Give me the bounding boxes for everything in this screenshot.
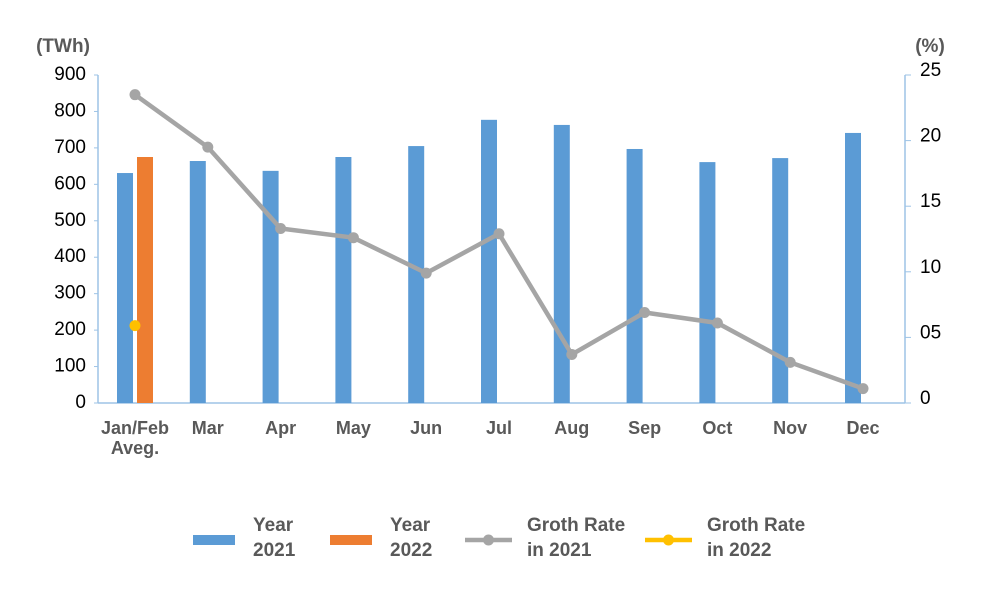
- x-tick-label: May: [335, 418, 371, 438]
- x-tick-label: Mar: [191, 418, 224, 438]
- line-marker: [129, 89, 141, 101]
- legend-swatch: [663, 534, 674, 546]
- line-marker: [711, 317, 723, 329]
- legend-label: Year 2022: [390, 515, 433, 561]
- line-marker: [347, 232, 359, 244]
- y2-tick-label: 10: [920, 257, 941, 278]
- y-tick-label: 700: [54, 137, 86, 158]
- bar: [626, 148, 643, 403]
- bar: [408, 146, 425, 404]
- y2-tick-label: 0: [920, 388, 931, 409]
- line-marker: [275, 223, 287, 235]
- x-tick-label: Oct: [702, 418, 733, 438]
- line: [133, 92, 864, 391]
- x-tick-label: Nov: [773, 418, 808, 438]
- line-marker: [784, 356, 796, 368]
- bar: [772, 158, 789, 403]
- y-axis-title: (TWh): [36, 36, 90, 57]
- y-tick-label: 500: [54, 210, 86, 231]
- x-tick-label: Jun: [410, 418, 443, 438]
- y2-axis-title: (%): [915, 36, 945, 57]
- x-tick-label: Aug: [554, 418, 590, 438]
- bar: [699, 162, 716, 403]
- y-tick-label: 200: [54, 319, 86, 340]
- bar: [845, 132, 861, 404]
- bar: [553, 124, 570, 403]
- bar: [335, 157, 352, 403]
- legend-swatch: [330, 535, 372, 545]
- legend-swatch: [483, 534, 494, 546]
- y-tick-label: 400: [54, 246, 86, 267]
- y-tick-label: 900: [54, 64, 86, 85]
- x-tick-label: Dec: [846, 418, 880, 438]
- x-tick-label: Jan/Feb Aveg.: [100, 418, 170, 458]
- bar: [481, 119, 497, 404]
- bar: [137, 157, 153, 403]
- x-tick-label: Apr: [265, 418, 297, 438]
- x-tick-label: Jul: [485, 418, 512, 438]
- y-tick-label: 300: [54, 283, 86, 304]
- y2-tick-label: 25: [920, 60, 941, 81]
- line-marker: [639, 306, 651, 318]
- legend-swatch: [193, 535, 235, 545]
- x-tick-label: Sep: [628, 418, 662, 438]
- line-marker: [420, 267, 432, 279]
- y-tick-label: 800: [54, 100, 86, 121]
- line-marker: [493, 228, 505, 240]
- y2-tick-label: 20: [920, 126, 941, 147]
- y-tick-label: 100: [54, 356, 86, 377]
- y-tick-label: 600: [54, 173, 86, 194]
- bar: [117, 173, 133, 403]
- legend-label: Groth Rate in 2021: [527, 515, 626, 561]
- legend-label: Groth Rate in 2022: [707, 515, 806, 561]
- y-tick-label: 0: [75, 392, 86, 413]
- line-marker: [202, 141, 214, 153]
- bar: [262, 170, 279, 403]
- line-marker: [566, 348, 578, 360]
- line-marker: [129, 320, 141, 332]
- y2-tick-label: 05: [920, 322, 941, 343]
- line-marker: [857, 383, 869, 395]
- bar: [189, 161, 206, 403]
- y2-tick-label: 15: [920, 191, 941, 212]
- legend-label: Year 2021: [253, 515, 296, 561]
